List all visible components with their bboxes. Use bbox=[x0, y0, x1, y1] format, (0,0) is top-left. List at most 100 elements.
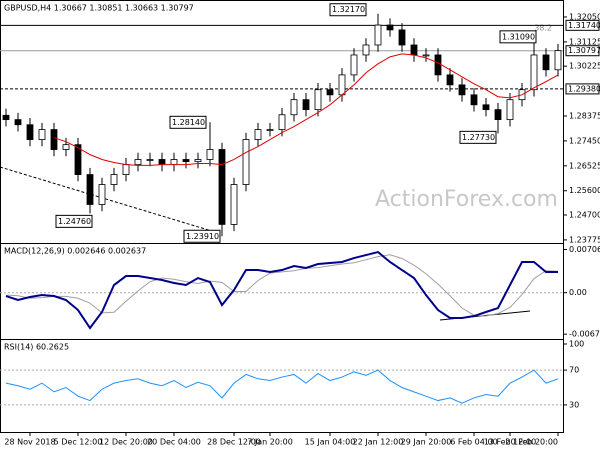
candle-body bbox=[2, 114, 10, 121]
candle-body bbox=[470, 94, 478, 106]
rsi-title: RSI(14) 60.2625 bbox=[4, 343, 69, 352]
candle-body bbox=[314, 89, 322, 111]
macd-title: MACD(12,26,9) 0.002646 0.002637 bbox=[4, 247, 146, 256]
y-tick-label: 1.23775 bbox=[569, 235, 600, 244]
candle-body bbox=[50, 129, 58, 150]
annotation-label: 1.27730 bbox=[462, 133, 495, 142]
candle-body bbox=[110, 174, 118, 185]
candle-body bbox=[386, 24, 394, 31]
candle-body bbox=[446, 74, 454, 86]
candle-body bbox=[134, 159, 142, 166]
candle-body bbox=[230, 184, 238, 225]
macd-line bbox=[5, 250, 558, 330]
annotation-label: 1.32170 bbox=[332, 5, 365, 14]
x-tick-label: 6 Feb 04:00 bbox=[450, 438, 497, 447]
candle-body bbox=[362, 44, 370, 56]
candle-body bbox=[218, 149, 226, 225]
annotation-box bbox=[55, 214, 93, 228]
candle-body bbox=[338, 74, 346, 96]
y-tick-label: 70 bbox=[569, 366, 579, 375]
watermark: ActionForex.com bbox=[375, 187, 558, 212]
x-tick-label: 22 Jan 12:00 bbox=[353, 438, 404, 447]
level-box bbox=[565, 45, 600, 57]
moving-average bbox=[53, 53, 559, 166]
y-tick-label: 1.28375 bbox=[569, 111, 600, 120]
y-tick-label: 1.25600 bbox=[569, 186, 600, 195]
chart-title: GBPUSD,H4 1.30667 1.30851 1.30663 1.3079… bbox=[4, 4, 194, 13]
level-box bbox=[565, 19, 600, 31]
candle-body bbox=[86, 174, 94, 205]
candle-body bbox=[146, 159, 154, 161]
candle-body bbox=[542, 54, 550, 71]
macd-line bbox=[5, 254, 559, 317]
y-tick-label: 1.31125 bbox=[569, 37, 600, 46]
x-tick-label: 28 Nov 2018 bbox=[4, 438, 55, 447]
candle-body bbox=[290, 99, 298, 116]
annotation-label: 1.23910 bbox=[186, 232, 219, 241]
x-tick-label: 15 Jan 04:00 bbox=[305, 438, 356, 447]
x-tick-label: 13 Feb 12:00 bbox=[484, 438, 536, 447]
y-tick-label: 0.00 bbox=[569, 288, 587, 297]
candle-body bbox=[266, 129, 274, 131]
y-tick-label: 100 bbox=[569, 340, 584, 349]
annotation-label: 1.28140 bbox=[172, 118, 205, 127]
candle-body bbox=[182, 159, 190, 163]
x-tick-label: 20 Dec 04:00 bbox=[147, 438, 201, 447]
frame bbox=[0, 0, 564, 433]
candle-body bbox=[62, 144, 70, 150]
y-tick-label: 1.30225 bbox=[569, 62, 600, 71]
candle-body bbox=[350, 54, 358, 76]
trend-line bbox=[0, 166, 216, 233]
candle-body bbox=[494, 109, 502, 121]
candle-body bbox=[158, 159, 166, 166]
candle-body bbox=[122, 164, 130, 175]
level-box bbox=[565, 83, 600, 95]
candle-body bbox=[26, 124, 34, 140]
x-tick-label: 12 Dec 20:00 bbox=[99, 438, 153, 447]
candle-body bbox=[194, 159, 202, 163]
candle-body bbox=[482, 104, 490, 111]
candle-body bbox=[74, 144, 82, 175]
candle-body bbox=[38, 129, 46, 140]
annotation-box bbox=[499, 30, 537, 44]
candle-body bbox=[434, 54, 442, 76]
x-tick-label: 29 Jan 20:00 bbox=[401, 438, 452, 447]
annotation-label: 1.24760 bbox=[58, 217, 91, 226]
x-tick-label: 7 Jan 20:00 bbox=[247, 438, 293, 447]
x-tick-label: 28 Dec 12:00 bbox=[207, 438, 261, 447]
level-label: 1.29380 bbox=[568, 84, 600, 93]
candle-body bbox=[326, 89, 334, 96]
level-label: 1.31740 bbox=[568, 21, 600, 30]
candle-body bbox=[14, 119, 22, 126]
candle-body bbox=[458, 84, 466, 96]
candle-body bbox=[254, 129, 262, 140]
y-tick-label: 1.27450 bbox=[569, 136, 600, 145]
candle-body bbox=[206, 149, 214, 160]
fib-label: 38.2 bbox=[534, 24, 552, 33]
candle-body bbox=[410, 44, 418, 56]
y-tick-label: 1.24700 bbox=[569, 210, 600, 219]
annotation-box bbox=[459, 130, 497, 144]
annotation-box bbox=[183, 229, 221, 243]
y-tick-label: 30 bbox=[569, 400, 579, 409]
candle-body bbox=[98, 184, 106, 205]
rsi-line bbox=[5, 369, 559, 404]
candle-body bbox=[242, 139, 250, 185]
candle-body bbox=[302, 99, 310, 111]
candle-body bbox=[278, 114, 286, 130]
y-tick-label: 1.26525 bbox=[569, 161, 600, 170]
candle-body bbox=[374, 24, 382, 46]
candle-body bbox=[398, 29, 406, 46]
y-tick-label: 0.007063 bbox=[569, 245, 600, 254]
annotation-label: 1.31090 bbox=[502, 32, 535, 41]
x-tick-label: 5 Dec 12:00 bbox=[54, 438, 103, 447]
annotation-box bbox=[329, 3, 367, 17]
candle-body bbox=[170, 159, 178, 166]
y-tick-label: -0.006774 bbox=[569, 330, 600, 339]
candle-body bbox=[554, 50, 562, 71]
candle-body bbox=[530, 54, 538, 91]
x-tick-label: 20 Feb 20:00 bbox=[506, 438, 558, 447]
candle-body bbox=[506, 99, 514, 121]
annotation-box bbox=[169, 115, 207, 129]
